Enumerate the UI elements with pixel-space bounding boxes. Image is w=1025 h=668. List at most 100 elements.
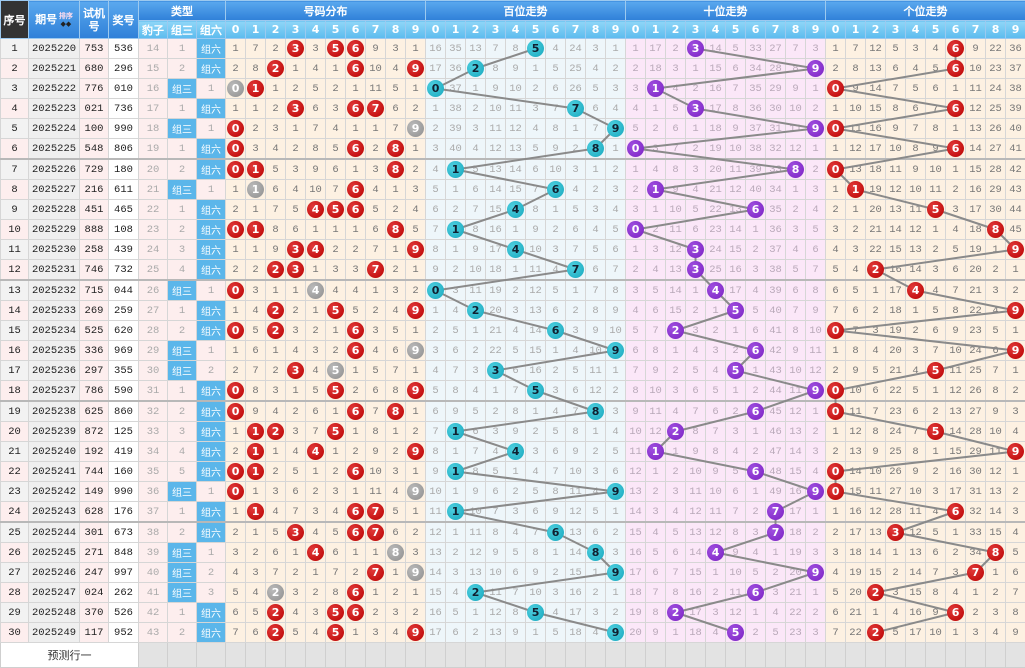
ge-ball-9: 9 — [1007, 443, 1024, 460]
forecast-cell[interactable] — [606, 643, 626, 668]
sort-button[interactable]: 排序◆◆ — [59, 12, 73, 28]
shi-omission-cell: 20 — [786, 563, 806, 583]
forecast-cell[interactable] — [626, 643, 646, 668]
period-cell: 2025225 — [29, 139, 80, 160]
dist-ball-5: 5 — [327, 624, 344, 641]
ge-omission-cell: 10 — [886, 139, 906, 160]
forecast-cell[interactable] — [786, 643, 806, 668]
forecast-cell[interactable] — [526, 643, 546, 668]
forecast-cell[interactable] — [486, 643, 506, 668]
dist-ball-0: 0 — [227, 221, 244, 238]
ge-omission-cell: 5 — [826, 583, 846, 603]
forecast-cell[interactable] — [306, 643, 326, 668]
bai-omission-cell: 6 — [466, 180, 486, 200]
type-omission-cell: 15 — [139, 59, 168, 79]
forecast-cell[interactable] — [1006, 643, 1025, 668]
forecast-cell[interactable] — [286, 643, 306, 668]
dist-ball-6: 6 — [347, 503, 364, 520]
forecast-cell[interactable] — [426, 643, 446, 668]
dist-omission-cell: 1 — [226, 39, 246, 59]
trial-number-cell: 021 — [80, 99, 109, 119]
bai-hit-cell: 9 — [606, 119, 626, 139]
forecast-cell[interactable] — [406, 643, 426, 668]
forecast-cell[interactable] — [346, 643, 366, 668]
forecast-cell[interactable] — [326, 643, 346, 668]
dist-ball-8: 8 — [387, 221, 404, 238]
dist-omission-cell: 5 — [326, 522, 346, 543]
forecast-cell[interactable] — [686, 643, 706, 668]
bai-omission-cell: 4 — [546, 401, 566, 422]
forecast-cell[interactable] — [168, 643, 197, 668]
forecast-cell[interactable] — [466, 643, 486, 668]
forecast-cell[interactable] — [566, 643, 586, 668]
forecast-cell[interactable] — [139, 643, 168, 668]
ge-hit-cell: 9 — [1006, 301, 1025, 321]
forecast-cell[interactable] — [846, 643, 866, 668]
trial-number-cell: 258 — [80, 240, 109, 260]
ge-omission-cell: 14 — [866, 543, 886, 563]
type-hit-cell: 组六 — [197, 59, 226, 79]
trial-number-cell: 729 — [80, 159, 109, 180]
ge-omission-cell: 44 — [1006, 200, 1025, 220]
forecast-cell[interactable] — [646, 643, 666, 668]
ge-omission-cell: 5 — [906, 79, 926, 99]
shi-hit-cell: 1 — [646, 180, 666, 200]
col-header-shi-4: 4 — [706, 21, 726, 39]
forecast-cell[interactable] — [366, 643, 386, 668]
shi-omission-cell: 6 — [786, 280, 806, 301]
forecast-cell[interactable] — [386, 643, 406, 668]
shi-omission-cell: 1 — [806, 583, 826, 603]
ge-omission-cell: 15 — [866, 99, 886, 119]
forecast-cell[interactable] — [546, 643, 566, 668]
ge-omission-cell: 13 — [886, 200, 906, 220]
shi-omission-cell: 1 — [666, 623, 686, 643]
bai-omission-cell: 3 — [446, 563, 466, 583]
type-omission-cell: 18 — [139, 119, 168, 139]
forecast-cell[interactable] — [826, 643, 846, 668]
ge-omission-cell: 12 — [906, 220, 926, 240]
forecast-cell[interactable] — [986, 643, 1006, 668]
forecast-cell[interactable] — [886, 643, 906, 668]
forecast-cell[interactable] — [246, 643, 266, 668]
ge-omission-cell: 9 — [866, 442, 886, 462]
forecast-cell[interactable] — [506, 643, 526, 668]
ge-omission-cell: 8 — [1006, 603, 1025, 623]
dist-omission-cell: 6 — [266, 543, 286, 563]
forecast-cell[interactable] — [866, 643, 886, 668]
dist-omission-cell: 1 — [226, 341, 246, 361]
dist-hit-cell: 6 — [346, 522, 366, 543]
col-header-bai-5: 5 — [526, 21, 546, 39]
ge-ball-0: 0 — [827, 463, 844, 480]
dist-hit-cell: 0 — [226, 119, 246, 139]
forecast-cell[interactable] — [266, 643, 286, 668]
forecast-cell[interactable] — [966, 643, 986, 668]
bai-omission-cell: 10 — [546, 159, 566, 180]
ge-omission-cell: 1 — [826, 39, 846, 59]
forecast-cell[interactable] — [586, 643, 606, 668]
forecast-cell[interactable] — [906, 643, 926, 668]
forecast-cell[interactable] — [706, 643, 726, 668]
ge-omission-cell: 2 — [1006, 280, 1025, 301]
bai-omission-cell: 1 — [566, 119, 586, 139]
ge-omission-cell: 5 — [886, 623, 906, 643]
forecast-cell[interactable] — [946, 643, 966, 668]
shi-ball-1: 1 — [647, 181, 664, 198]
forecast-cell[interactable] — [766, 643, 786, 668]
forecast-cell[interactable] — [806, 643, 826, 668]
shi-omission-cell: 3 — [646, 139, 666, 160]
forecast-cell[interactable] — [926, 643, 946, 668]
col-header-ge-9: 9 — [1006, 21, 1025, 39]
bai-omission-cell: 6 — [506, 563, 526, 583]
forecast-cell[interactable] — [666, 643, 686, 668]
forecast-cell[interactable] — [446, 643, 466, 668]
forecast-cell[interactable] — [726, 643, 746, 668]
forecast-cell[interactable] — [746, 643, 766, 668]
col-header-period[interactable]: 期号 排序◆◆ — [29, 1, 80, 39]
dist-hit-cell: 0 — [226, 381, 246, 402]
shi-omission-cell: 11 — [726, 583, 746, 603]
shi-omission-cell: 5 — [706, 381, 726, 402]
forecast-cell[interactable] — [197, 643, 226, 668]
forecast-cell[interactable] — [226, 643, 246, 668]
